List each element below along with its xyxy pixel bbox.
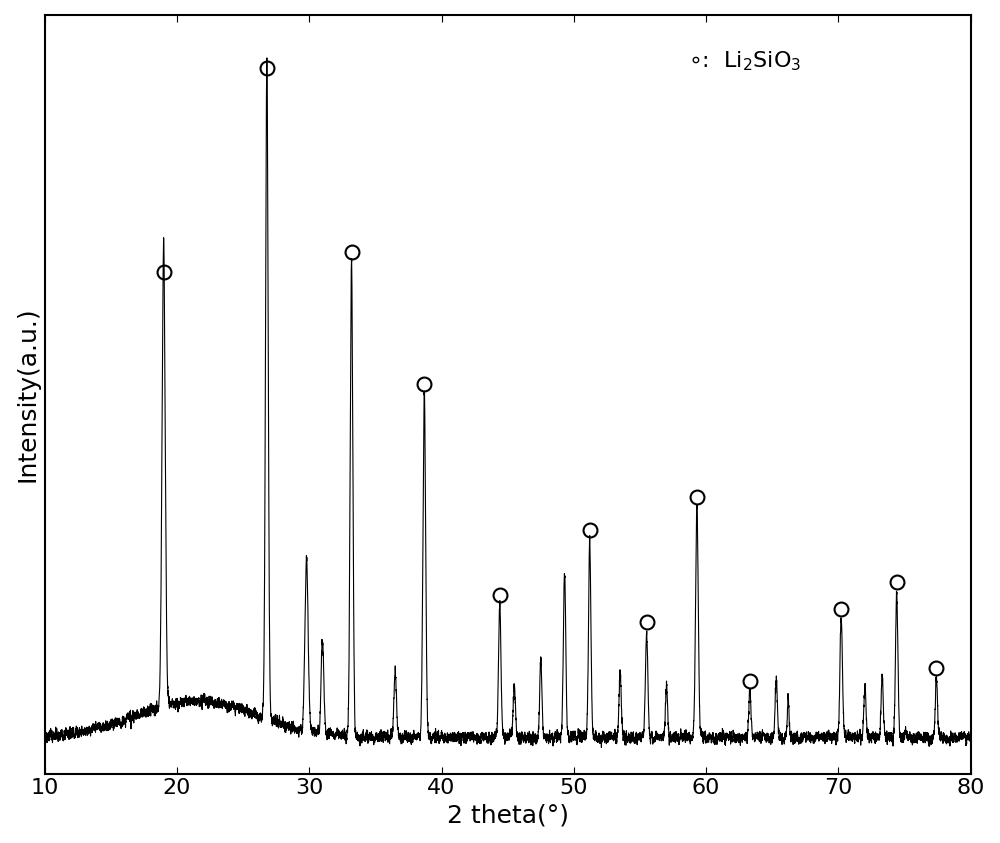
Text: $\circ$:  Li$_2$SiO$_3$: $\circ$: Li$_2$SiO$_3$ — [688, 49, 802, 72]
Y-axis label: Intensity(a.u.): Intensity(a.u.) — [15, 307, 39, 482]
X-axis label: 2 theta(°): 2 theta(°) — [447, 804, 569, 828]
